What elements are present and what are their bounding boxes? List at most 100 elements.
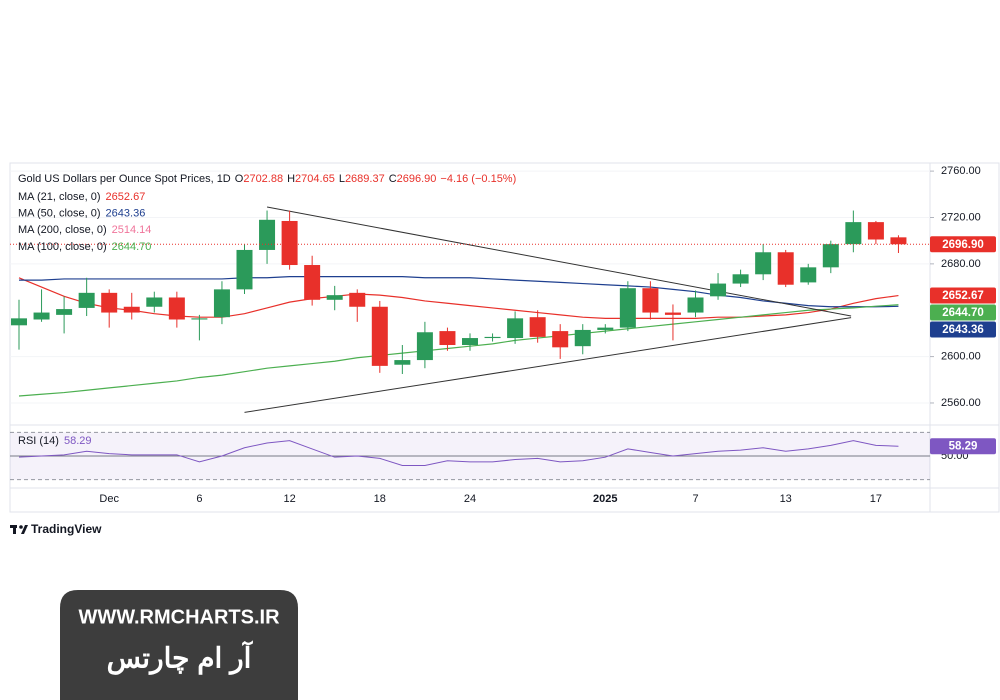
price-badge [930, 438, 996, 455]
rsi-name: RSI (14) [18, 435, 59, 447]
ma-line [18, 304, 899, 397]
y-tick-label: 2600.00 [941, 351, 981, 363]
candle-body [845, 222, 862, 245]
price-badge [930, 304, 996, 321]
price-badge [930, 321, 996, 338]
candle-body [755, 252, 772, 275]
legend-entry: MA (50, close, 0) 2643.36 [18, 208, 145, 220]
rsi-pane [10, 431, 930, 481]
candle-body [710, 283, 727, 297]
candle-body [371, 306, 388, 366]
candle-body [394, 360, 411, 365]
change: −4.16 (−0.15%) [440, 173, 516, 185]
legend-value: 2652.67 [106, 191, 146, 203]
y-tick-label: 2720.00 [941, 211, 981, 223]
candle-body [462, 338, 478, 346]
stat-value: 2704.65 [295, 173, 335, 185]
candle-body [191, 318, 208, 320]
candle-body [552, 331, 569, 348]
legend-name: MA (50, close, 0) [18, 208, 101, 220]
candle-body [642, 288, 659, 313]
candle-body [213, 289, 230, 318]
candle-body [800, 267, 817, 283]
candle-body [33, 312, 50, 320]
tradingview-logo: TradingView [10, 522, 102, 536]
stat-key: C [389, 173, 397, 185]
candle-body [687, 297, 704, 313]
candle-body [56, 309, 73, 315]
candle-body [732, 274, 749, 284]
x-tick-label: 24 [464, 493, 476, 505]
price-badge [930, 236, 996, 253]
rsi-value: 58.29 [64, 435, 92, 447]
candle-body [259, 219, 276, 250]
candle-body [484, 336, 501, 339]
candle-body [146, 297, 163, 307]
price-badge-label: 58.29 [949, 441, 978, 453]
x-tick-label: 13 [780, 493, 792, 505]
candle-body [123, 306, 140, 313]
price-badge-label: 2644.70 [942, 307, 984, 319]
price-pane [10, 206, 930, 413]
chart-frame [9, 162, 1000, 513]
legend-name: MA (200, close, 0) [18, 224, 107, 236]
price-badge-label: 2696.90 [942, 239, 984, 251]
x-tick-label: 7 [692, 493, 698, 505]
y-tick-label: 2560.00 [941, 397, 981, 409]
axes: 2560.00 2600.00 2680.00 2720.00 2760.00 Dec 6 1… [99, 165, 996, 505]
candle-body [507, 318, 524, 339]
legend-value: 2644.70 [112, 241, 152, 253]
legend-value: 2643.36 [106, 208, 146, 220]
legend-entry: MA (200, close, 0) 2514.14 [18, 224, 151, 236]
candle-body [326, 295, 343, 300]
stat-value: 2696.90 [397, 173, 437, 185]
legend-name: MA (100, close, 0) [18, 241, 107, 253]
brand: TradingView [31, 522, 102, 536]
watermark-box [60, 590, 298, 700]
candle-body [416, 332, 433, 361]
candle-body [867, 222, 884, 240]
x-tick-label: 6 [196, 493, 202, 505]
chart-header: Gold US Dollars per Ounce Spot Prices, 1… [18, 173, 516, 185]
candle-body [304, 265, 321, 300]
x-tick-label: 18 [374, 493, 386, 505]
candle-body [168, 297, 185, 320]
candle-body [78, 292, 95, 308]
logo-shape [13, 525, 16, 534]
candle-body [597, 327, 614, 330]
legend: Gold US Dollars per Ounce Spot Prices, 1… [18, 173, 516, 447]
x-tick-label: Dec [99, 493, 119, 505]
ma-line [19, 276, 899, 308]
legend-entry: MA (100, close, 0) 2644.70 [18, 241, 151, 253]
legend-entry: MA (21, close, 0) 2652.67 [18, 191, 145, 203]
watermark: WWW.RMCHARTS.IR آر ام چارتس [60, 590, 298, 700]
x-tick-label: 17 [870, 493, 882, 505]
rsi-legend: RSI (14) 58.29 [18, 435, 92, 447]
price-badge-label: 2652.67 [942, 290, 984, 302]
candle-body [822, 244, 839, 268]
stat-key: L [339, 173, 345, 185]
candle-body [574, 329, 591, 347]
candle-body [439, 331, 456, 346]
y-tick-label: 2760.00 [941, 165, 981, 177]
logo-shape [21, 525, 28, 534]
candle-body [101, 292, 118, 313]
trendline [244, 317, 852, 413]
logo-shape [19, 525, 23, 529]
stat-key: O [235, 173, 244, 185]
candle-body [349, 292, 366, 307]
candle-body [664, 312, 681, 315]
watermark-url: WWW.RMCHARTS.IR [78, 606, 280, 628]
stat-value: 2689.37 [345, 173, 385, 185]
watermark-name: آر ام چارتس [107, 639, 254, 675]
trendline [266, 206, 852, 317]
price-badge-label: 2643.36 [942, 324, 984, 336]
rsi-line [18, 440, 899, 466]
candle-body [236, 249, 253, 290]
candle-body [281, 220, 298, 266]
candle-body [11, 318, 27, 326]
chart-title: Gold US Dollars per Ounce Spot Prices, 1… [18, 173, 231, 185]
candle-body [619, 288, 636, 328]
y-tick-label: 2680.00 [941, 258, 981, 270]
